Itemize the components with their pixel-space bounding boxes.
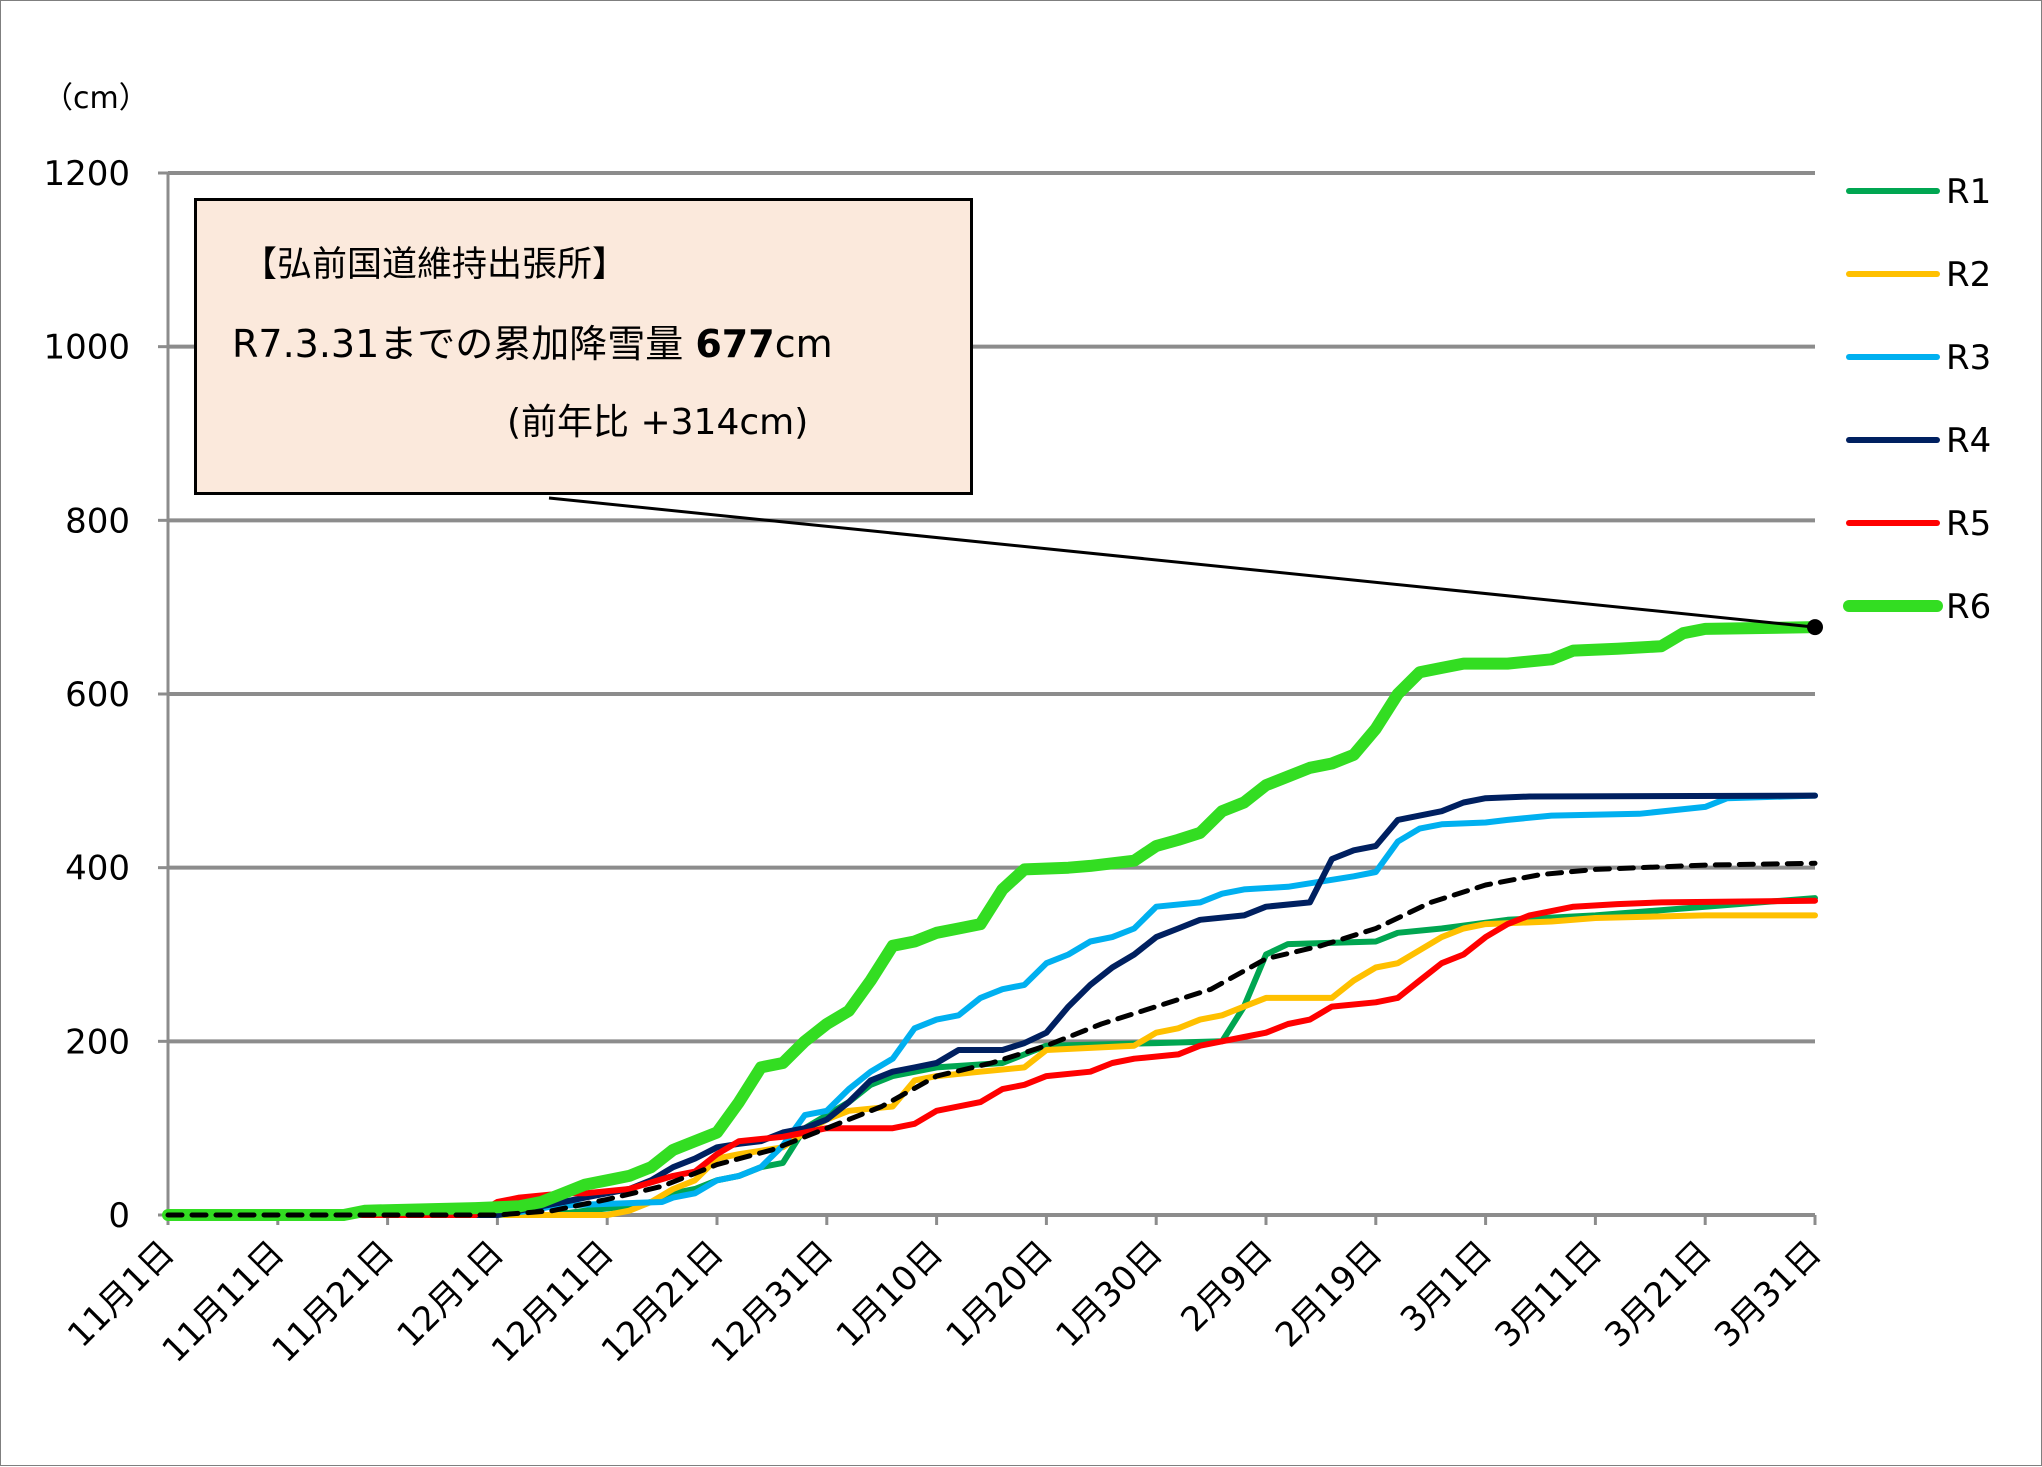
series-line-average	[165, 860, 1818, 1218]
x-tick-label: 2月9日	[1173, 1233, 1280, 1340]
annotation-comparison: (前年比 +314cm)	[507, 402, 809, 443]
annotation-leader	[548, 496, 1823, 636]
x-tick-label: 3月21日	[1597, 1233, 1719, 1355]
series-line-r4	[165, 792, 1818, 1218]
y-tick-label: 600	[65, 675, 130, 715]
y-tick-label: 1000	[43, 328, 130, 368]
legend-label-r3: R3	[1946, 338, 1991, 378]
legend-label-r5: R5	[1946, 504, 1991, 544]
y-tick-label: 1200	[43, 154, 130, 194]
y-tick-label: 400	[65, 849, 130, 889]
x-tick-label: 12月31日	[704, 1233, 842, 1371]
annotation-total-value: 677	[695, 322, 775, 366]
x-tick-label: 2月19日	[1268, 1233, 1390, 1355]
series-line-r3	[165, 792, 1818, 1218]
annotation-box: 【弘前国道維持出張所】 R7.3.31までの累加降雪量 677cm (前年比 +…	[194, 198, 973, 495]
annotation-title: 【弘前国道維持出張所】	[242, 245, 628, 285]
series-line-r2	[165, 912, 1818, 1218]
y-tick-label: 800	[65, 501, 130, 541]
x-tick-label: 3月31日	[1707, 1233, 1829, 1355]
x-tick-label: 1月20日	[939, 1233, 1061, 1355]
legend-label-r1: R1	[1946, 172, 1991, 212]
x-tick-label: 11月21日	[264, 1233, 402, 1371]
legend-label-r2: R2	[1946, 255, 1991, 295]
legend: R1 R2 R3 R4 R5 R6	[1843, 172, 1991, 627]
annotation-total-unit: cm	[774, 322, 833, 366]
y-tick-label: 0	[108, 1196, 130, 1236]
series-line-r5	[165, 897, 1818, 1218]
legend-label-r6: R6	[1946, 587, 1991, 627]
x-tick-label: 3月1日	[1393, 1233, 1500, 1340]
annotation-total-prefix: R7.3.31までの累加降雪量	[232, 322, 696, 366]
series-line-r1	[165, 895, 1818, 1218]
annotation-point-marker	[1807, 619, 1823, 636]
y-axis-unit-label: （cm）	[43, 81, 149, 116]
x-tick-label: 1月30日	[1048, 1233, 1170, 1355]
legend-label-r4: R4	[1946, 421, 1991, 461]
annotation-total: R7.3.31までの累加降雪量 677cm	[232, 313, 833, 368]
x-tick-label: 1月10日	[829, 1233, 951, 1355]
y-tick-label: 200	[65, 1022, 130, 1062]
series-line-r6	[162, 621, 1821, 1221]
series-lines	[162, 621, 1821, 1221]
x-tick-label: 3月11日	[1488, 1233, 1610, 1355]
annotation-leader-line	[548, 496, 1816, 629]
y-axis-ticks: 0 200 400 600 800 1000 1200	[43, 154, 130, 1236]
